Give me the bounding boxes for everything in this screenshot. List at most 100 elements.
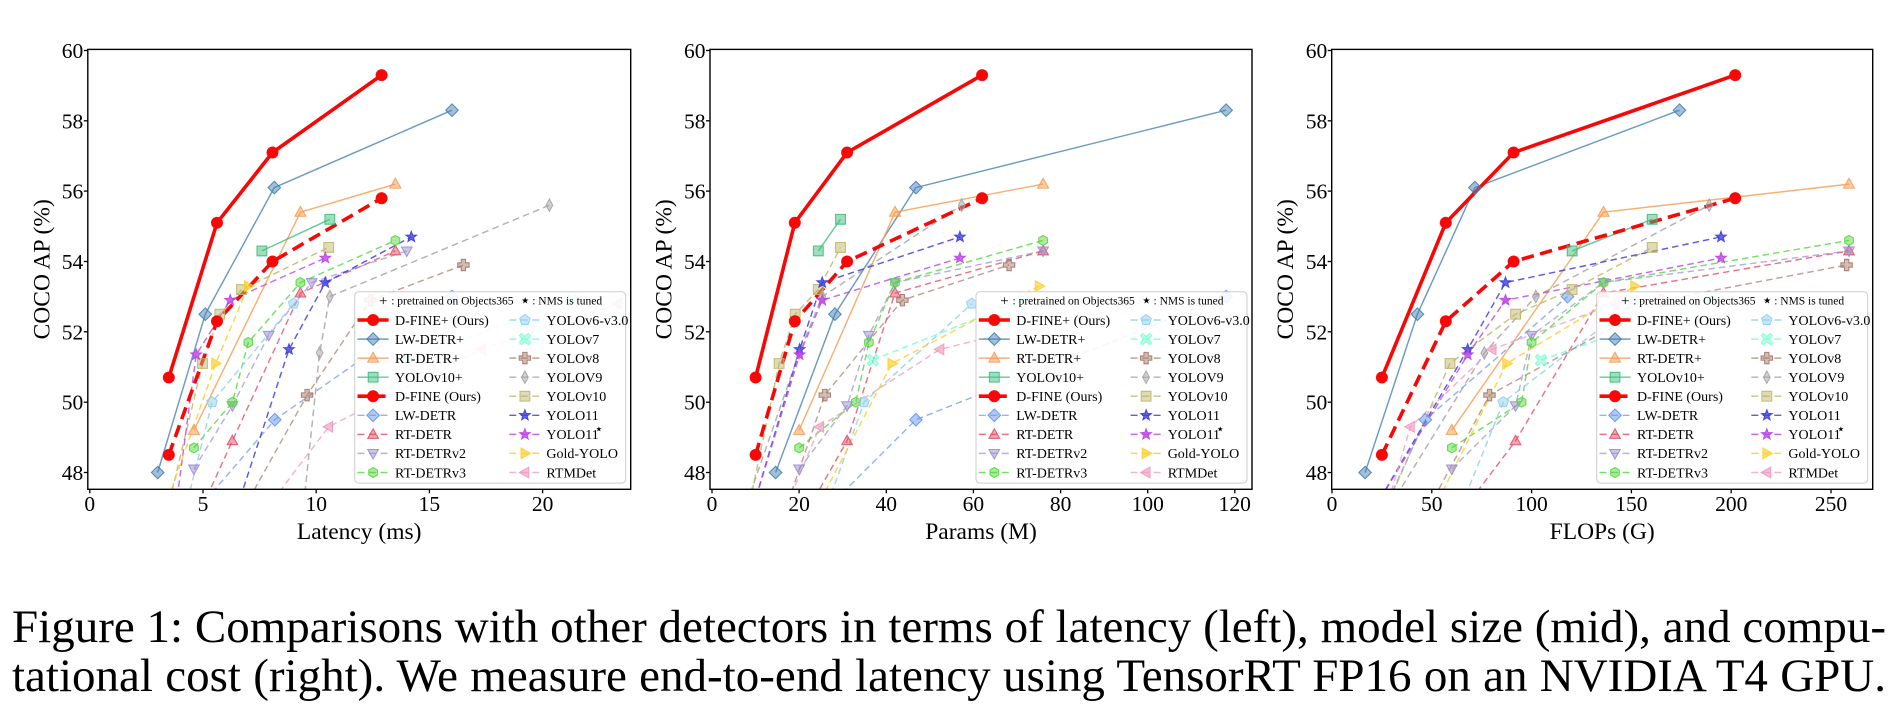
- svg-text:Params (M): Params (M): [925, 519, 1037, 545]
- svg-text:YOLO11: YOLO11: [1788, 428, 1840, 443]
- svg-text:: NMS is tuned: : NMS is tuned: [1774, 296, 1844, 308]
- svg-text:RT-DETRv2: RT-DETRv2: [395, 447, 466, 462]
- svg-text:48: 48: [1306, 461, 1328, 485]
- svg-text:150: 150: [1615, 492, 1647, 516]
- svg-text:48: 48: [684, 461, 706, 485]
- svg-text:100: 100: [1132, 492, 1164, 516]
- svg-text:52: 52: [684, 320, 706, 344]
- svg-text:RT-DETR: RT-DETR: [395, 428, 453, 443]
- svg-text:: pretrained on Objects365: : pretrained on Objects365: [1633, 296, 1756, 308]
- svg-text:5: 5: [198, 492, 209, 516]
- svg-text:50: 50: [684, 391, 706, 415]
- svg-text:60: 60: [62, 39, 84, 63]
- svg-text:: pretrained on Objects365: : pretrained on Objects365: [1013, 296, 1136, 308]
- svg-text:56: 56: [684, 180, 706, 204]
- svg-text:52: 52: [62, 320, 84, 344]
- svg-text:YOLOv10+: YOLOv10+: [1637, 371, 1705, 386]
- svg-text:15: 15: [419, 492, 441, 516]
- svg-text:200: 200: [1715, 492, 1747, 516]
- svg-text:YOLOV9: YOLOV9: [1168, 371, 1224, 386]
- svg-text:0: 0: [707, 492, 718, 516]
- svg-text:RTMDet: RTMDet: [1788, 466, 1838, 481]
- svg-text:D-FINE (Ours): D-FINE (Ours): [1637, 390, 1723, 405]
- svg-text:RTMDet: RTMDet: [546, 466, 596, 481]
- svg-text:60: 60: [1306, 39, 1328, 63]
- svg-text:60: 60: [963, 492, 985, 516]
- svg-text:100: 100: [1515, 492, 1547, 516]
- svg-text:52: 52: [1306, 320, 1328, 344]
- svg-text:RT-DETR: RT-DETR: [1637, 428, 1695, 443]
- svg-text:54: 54: [1306, 250, 1328, 274]
- svg-text:56: 56: [62, 180, 84, 204]
- svg-text:20: 20: [788, 492, 810, 516]
- svg-text:YOLOv7: YOLOv7: [546, 333, 599, 348]
- svg-text:RT-DETR+: RT-DETR+: [395, 352, 460, 367]
- svg-text:COCO AP (%): COCO AP (%): [1273, 199, 1299, 339]
- svg-text:+: +: [379, 294, 387, 310]
- svg-text:RT-DETR+: RT-DETR+: [1637, 352, 1702, 367]
- svg-text:: NMS is tuned: : NMS is tuned: [1154, 296, 1224, 308]
- svg-text:YOLOV9: YOLOV9: [1788, 371, 1844, 386]
- svg-text:RT-DETR: RT-DETR: [1016, 428, 1074, 443]
- svg-text:Gold-YOLO: Gold-YOLO: [1168, 447, 1240, 462]
- svg-text:58: 58: [62, 109, 84, 133]
- svg-text:YOLO11: YOLO11: [1168, 409, 1220, 424]
- svg-text:80: 80: [1050, 492, 1072, 516]
- svg-text:RT-DETR+: RT-DETR+: [1016, 352, 1081, 367]
- svg-text:D-FINE+ (Ours): D-FINE+ (Ours): [1016, 314, 1110, 329]
- svg-text:50: 50: [1306, 391, 1328, 415]
- svg-text:+: +: [1000, 294, 1008, 310]
- svg-text:YOLOv6-v3.0: YOLOv6-v3.0: [1168, 314, 1250, 329]
- svg-text:D-FINE (Ours): D-FINE (Ours): [395, 390, 481, 405]
- svg-text:10: 10: [305, 492, 327, 516]
- svg-text:: pretrained on Objects365: : pretrained on Objects365: [391, 296, 514, 308]
- svg-text:YOLOv10+: YOLOv10+: [395, 371, 463, 386]
- svg-text:0: 0: [84, 492, 95, 516]
- svg-text:YOLOv10: YOLOv10: [546, 390, 606, 405]
- svg-text:YOLOv6-v3.0: YOLOv6-v3.0: [546, 314, 628, 329]
- svg-text:40: 40: [876, 492, 898, 516]
- svg-text:LW-DETR+: LW-DETR+: [1637, 333, 1706, 348]
- svg-text:RT-DETRv3: RT-DETRv3: [395, 466, 466, 481]
- svg-text:YOLO11: YOLO11: [546, 409, 598, 424]
- svg-text:YOLOv7: YOLOv7: [1168, 333, 1221, 348]
- svg-text:Gold-YOLO: Gold-YOLO: [546, 447, 618, 462]
- svg-text:54: 54: [62, 250, 84, 274]
- svg-text:58: 58: [1306, 109, 1328, 133]
- svg-text:YOLO11: YOLO11: [546, 428, 598, 443]
- svg-text:60: 60: [684, 39, 706, 63]
- svg-text:RT-DETRv2: RT-DETRv2: [1637, 447, 1708, 462]
- svg-text:48: 48: [62, 461, 84, 485]
- svg-text:Gold-YOLO: Gold-YOLO: [1788, 447, 1860, 462]
- svg-text:LW-DETR+: LW-DETR+: [395, 333, 464, 348]
- svg-text:YOLOv10: YOLOv10: [1788, 390, 1848, 405]
- svg-text:56: 56: [1306, 180, 1328, 204]
- svg-text:D-FINE+ (Ours): D-FINE+ (Ours): [395, 314, 489, 329]
- svg-text:YOLOV9: YOLOV9: [546, 371, 602, 386]
- svg-text:RT-DETRv2: RT-DETRv2: [1016, 447, 1087, 462]
- svg-text:FLOPs (G): FLOPs (G): [1550, 519, 1655, 545]
- svg-text:LW-DETR: LW-DETR: [1016, 409, 1078, 424]
- svg-text:20: 20: [532, 492, 554, 516]
- svg-text:Latency (ms): Latency (ms): [297, 519, 422, 545]
- svg-text:: NMS is tuned: : NMS is tuned: [532, 296, 602, 308]
- svg-text:YOLOv8: YOLOv8: [1168, 352, 1221, 367]
- svg-text:YOLOv8: YOLOv8: [1788, 352, 1841, 367]
- svg-text:120: 120: [1219, 492, 1251, 516]
- svg-text:250: 250: [1815, 492, 1847, 516]
- svg-text:50: 50: [62, 391, 84, 415]
- svg-text:RTMDet: RTMDet: [1168, 466, 1218, 481]
- svg-text:50: 50: [1421, 492, 1443, 516]
- svg-text:YOLOv10+: YOLOv10+: [1016, 371, 1084, 386]
- svg-text:YOLOv8: YOLOv8: [546, 352, 599, 367]
- svg-text:LW-DETR: LW-DETR: [395, 409, 457, 424]
- svg-text:YOLOv7: YOLOv7: [1788, 333, 1841, 348]
- svg-text:54: 54: [684, 250, 706, 274]
- svg-text:D-FINE+ (Ours): D-FINE+ (Ours): [1637, 314, 1731, 329]
- svg-text:LW-DETR: LW-DETR: [1637, 409, 1699, 424]
- svg-text:D-FINE (Ours): D-FINE (Ours): [1016, 390, 1102, 405]
- svg-text:COCO AP (%): COCO AP (%): [652, 199, 678, 339]
- svg-text:YOLO11: YOLO11: [1168, 428, 1220, 443]
- svg-text:YOLO11: YOLO11: [1788, 409, 1840, 424]
- svg-text:LW-DETR+: LW-DETR+: [1016, 333, 1085, 348]
